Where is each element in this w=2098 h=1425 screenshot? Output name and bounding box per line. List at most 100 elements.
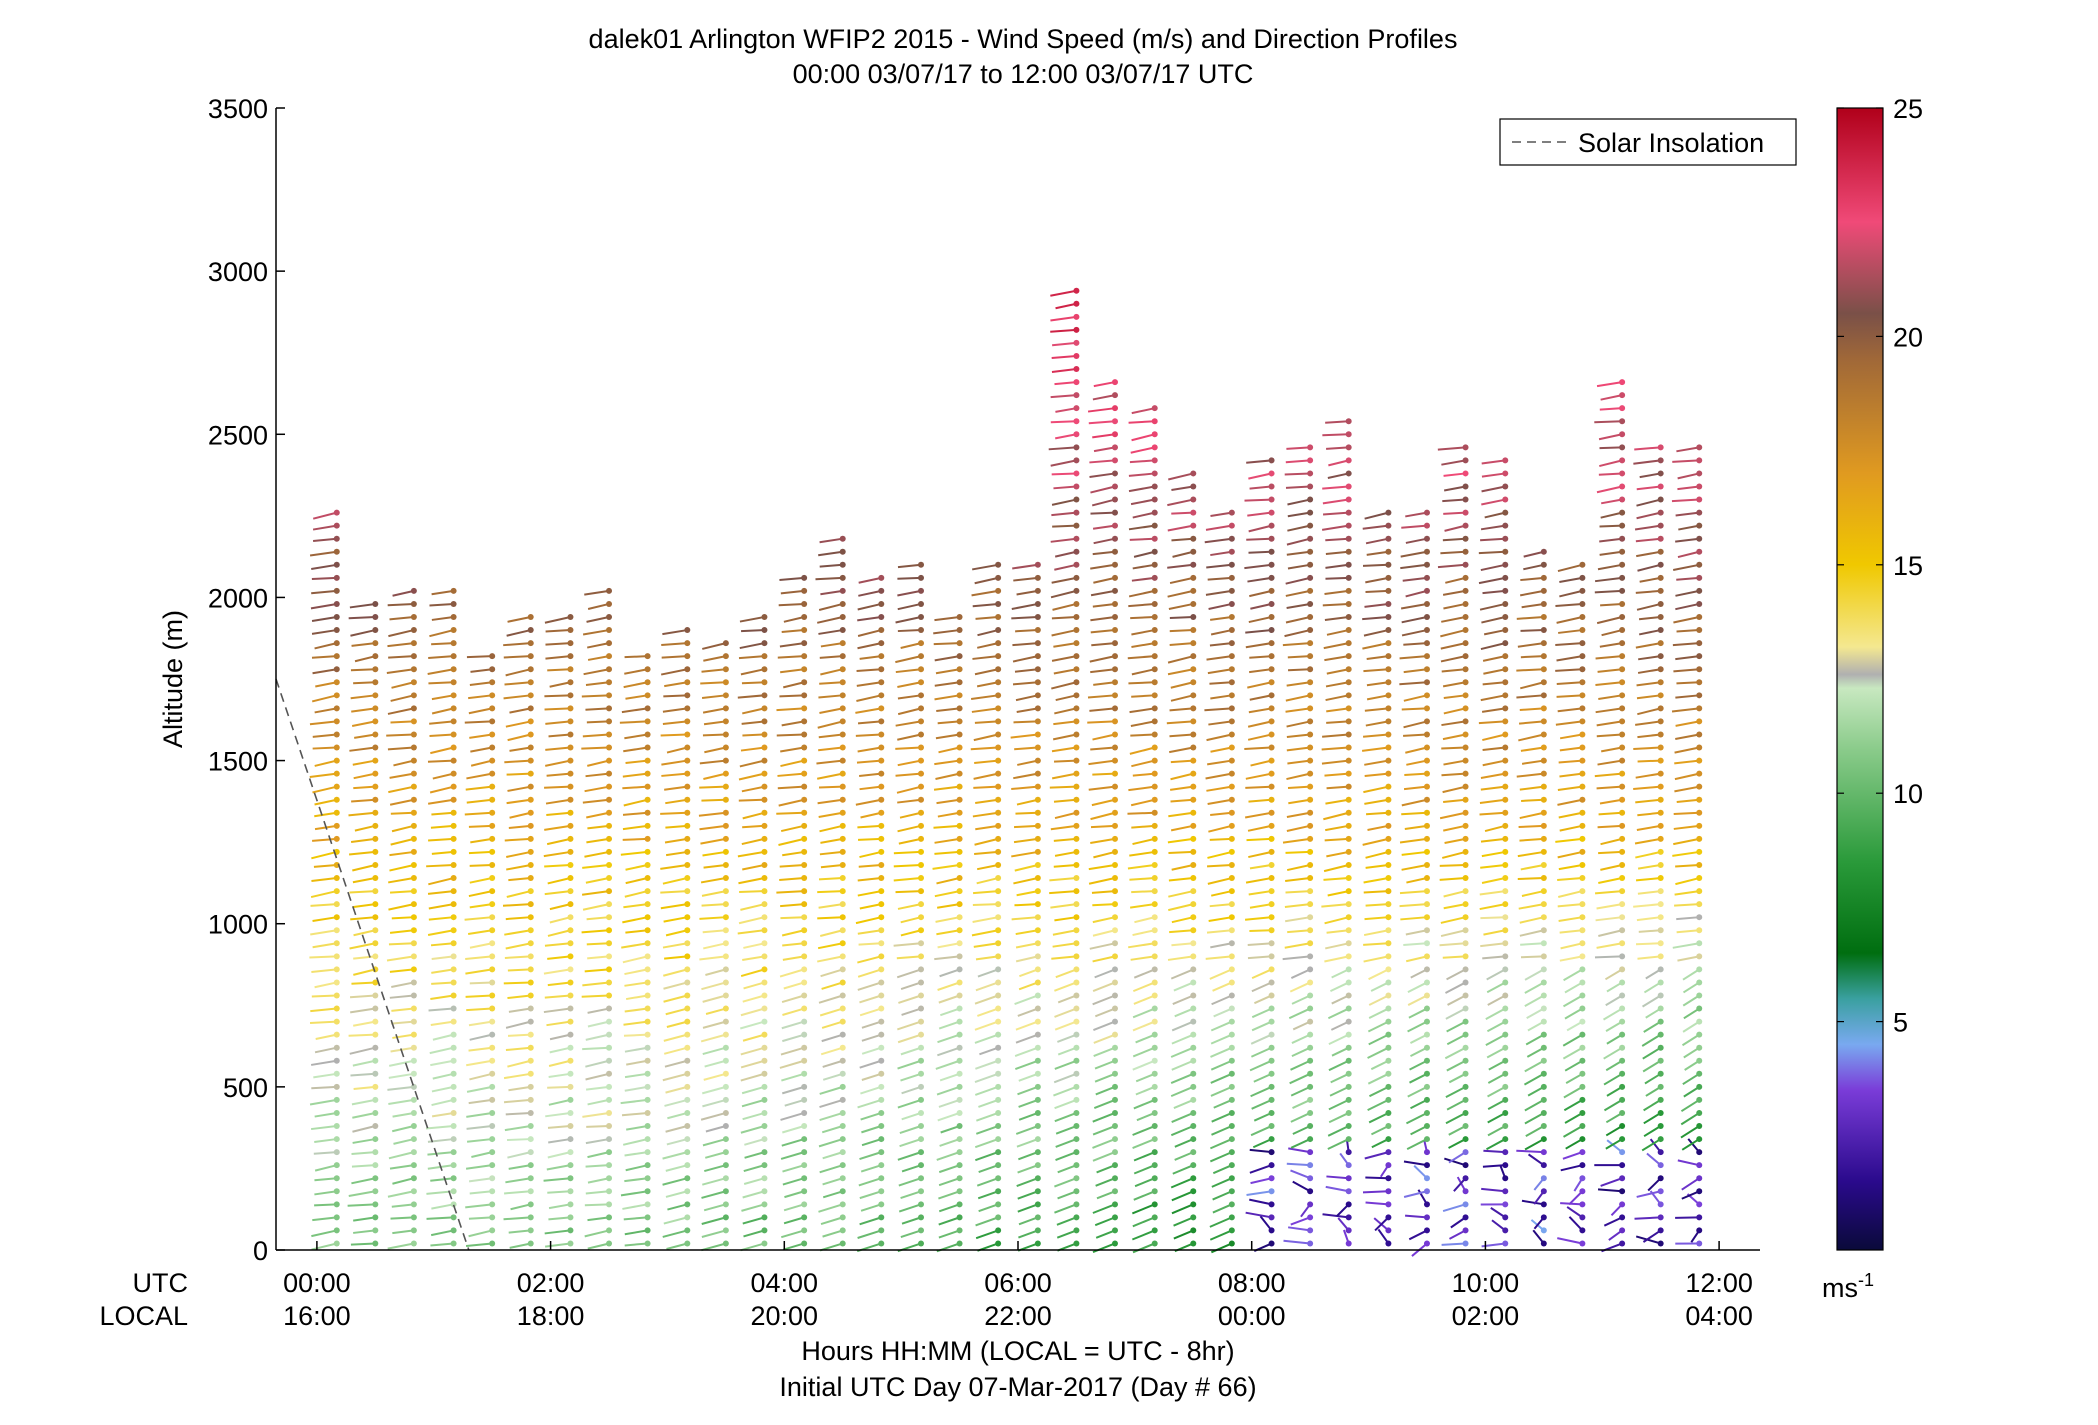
wind-barb-point <box>1657 1175 1664 1182</box>
wind-barb-point <box>918 1201 925 1208</box>
wind-barb-point <box>1540 848 1547 855</box>
wind-barb-shaft <box>936 707 960 712</box>
wind-barb-point <box>1190 705 1197 712</box>
wind-barb-point <box>1228 875 1235 882</box>
wind-barb-point <box>410 744 417 751</box>
wind-barb-shaft <box>1093 1046 1116 1058</box>
wind-barb-point <box>1268 1109 1275 1116</box>
wind-barb-shaft <box>1399 681 1428 686</box>
wind-barb-point <box>606 1031 613 1038</box>
wind-barb-shaft <box>703 942 727 950</box>
wind-barb-shaft <box>699 824 727 831</box>
wind-barb-point <box>1228 1162 1235 1169</box>
wind-barb-point <box>450 614 457 621</box>
wind-barb-shaft <box>819 655 843 659</box>
wind-barb-point <box>1268 809 1275 816</box>
wind-barb-shaft <box>1516 694 1544 699</box>
wind-barb-shaft <box>1244 916 1272 921</box>
wind-barb-shaft <box>1368 1112 1389 1124</box>
wind-barb-point <box>1385 927 1392 934</box>
wind-barb-shaft <box>1642 1046 1662 1060</box>
wind-barb-point <box>1228 927 1235 934</box>
wind-barb-point <box>1190 783 1197 790</box>
wind-barb-point <box>606 1109 613 1116</box>
wind-barb-shaft <box>1399 837 1428 844</box>
wind-barb-shaft <box>817 916 843 920</box>
x-tick-label-utc: 02:00 <box>517 1268 585 1298</box>
wind-barb-point <box>1111 679 1118 686</box>
wind-barb-point <box>956 1083 963 1090</box>
wind-barb-point <box>956 783 963 790</box>
wind-barb-shaft <box>1244 498 1272 502</box>
wind-barb-point <box>372 1149 379 1156</box>
wind-barb-point <box>333 627 340 634</box>
wind-barb-point <box>839 1123 846 1130</box>
wind-barb-shaft <box>464 720 493 724</box>
wind-barb-point <box>567 1214 574 1221</box>
wind-barb-point <box>1268 548 1275 555</box>
wind-barb-shaft <box>1129 877 1155 881</box>
wind-barb-point <box>761 822 768 829</box>
wind-barb-point <box>801 574 808 581</box>
wind-barb-shaft <box>818 694 843 699</box>
wind-barb-point <box>1657 1240 1664 1247</box>
wind-barb-point <box>489 705 496 712</box>
wind-barb-point <box>1307 1240 1314 1247</box>
wind-barb-point <box>801 1005 808 1012</box>
wind-barb-point <box>1540 1096 1547 1103</box>
wind-barb-point <box>684 966 691 973</box>
wind-barb-point <box>1423 1096 1430 1103</box>
wind-barb-point <box>606 692 613 699</box>
wind-barb-point <box>1385 744 1392 751</box>
wind-barb-shaft <box>860 1164 882 1173</box>
wind-barb-point <box>1502 1018 1509 1025</box>
wind-barb-shaft <box>742 1190 765 1199</box>
wind-barb-shaft <box>896 968 922 979</box>
wind-barb-shaft <box>935 1059 960 1070</box>
wind-barb-point <box>1462 444 1469 451</box>
wind-barb-point <box>1190 861 1197 868</box>
wind-barb-shaft <box>1480 524 1506 531</box>
wind-barb-shaft <box>665 1164 688 1172</box>
wind-barb-shaft <box>1094 968 1116 979</box>
wind-barb-shaft <box>1131 694 1155 698</box>
wind-barb-point <box>333 705 340 712</box>
wind-barb-shaft <box>899 1125 922 1134</box>
wind-barb-shaft <box>1247 942 1272 946</box>
wind-barb-shaft <box>1013 772 1039 780</box>
wind-barb-point <box>1540 783 1547 790</box>
wind-barb-point <box>839 927 846 934</box>
wind-barb-shaft <box>1362 837 1389 846</box>
wind-barb-point <box>1073 535 1080 542</box>
wind-barb-shaft <box>1636 681 1661 687</box>
wind-barb-shaft <box>314 1046 337 1054</box>
wind-barb-point <box>1657 796 1664 803</box>
wind-barb-point <box>1345 640 1352 647</box>
wind-barb-point <box>567 744 574 751</box>
wind-barb-shaft <box>386 733 414 737</box>
wind-barb-shaft <box>1015 694 1039 702</box>
wind-barb-point <box>1696 692 1703 699</box>
wind-barb-point <box>801 679 808 686</box>
wind-barb-point <box>995 1031 1002 1038</box>
wind-barb-shaft <box>428 655 454 659</box>
wind-barb-shaft <box>544 1229 571 1235</box>
wind-barb-point <box>489 1018 496 1025</box>
wind-barb-shaft <box>508 824 531 829</box>
wind-barb-shaft <box>1250 1085 1272 1098</box>
wind-barb-shaft <box>1052 602 1077 611</box>
wind-barb-shaft <box>1322 733 1349 738</box>
wind-barb-shaft <box>701 798 726 802</box>
wind-barb-point <box>1696 1175 1703 1182</box>
wind-barb-point <box>761 1240 768 1247</box>
wind-barb-point <box>606 1123 613 1130</box>
wind-barb-point <box>684 848 691 855</box>
wind-barb-point <box>761 679 768 686</box>
wind-barb-shaft <box>703 655 727 662</box>
wind-barb-point <box>567 914 574 921</box>
wind-barb-point <box>606 901 613 908</box>
wind-barb-shaft <box>1053 720 1077 726</box>
wind-barb-point <box>684 1162 691 1169</box>
wind-barb-point <box>1462 1136 1469 1143</box>
wind-barb-shaft <box>1562 1151 1583 1160</box>
